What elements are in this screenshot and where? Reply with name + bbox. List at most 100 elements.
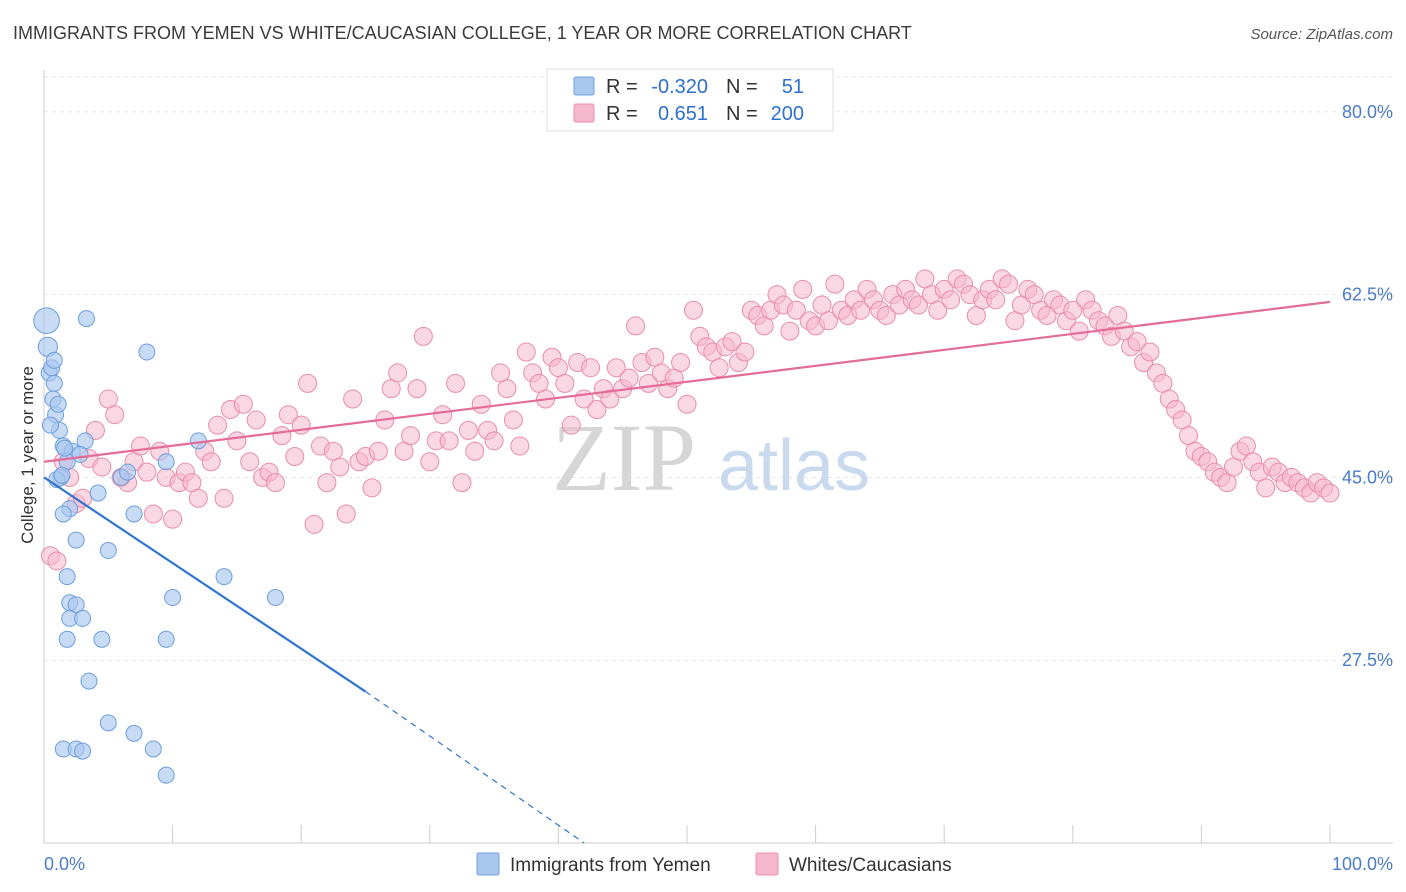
data-point-whites bbox=[1063, 300, 1083, 320]
stats-n-value-pink: 200 bbox=[771, 103, 804, 125]
stats-r-label-pink: R = bbox=[606, 103, 638, 125]
data-point-whites bbox=[105, 405, 125, 425]
stats-legend-box bbox=[546, 68, 834, 132]
data-point-whites bbox=[92, 457, 112, 477]
data-point-yemen bbox=[138, 343, 156, 361]
bottom-legend: Immigrants from Yemen Whites/Caucasians bbox=[476, 852, 952, 876]
chart-title: IMMIGRANTS FROM YEMEN VS WHITE/CAUCASIAN… bbox=[13, 23, 912, 43]
data-point-yemen bbox=[45, 374, 63, 392]
data-point-whites bbox=[265, 473, 285, 493]
data-point-whites bbox=[516, 342, 536, 362]
data-point-whites bbox=[503, 410, 523, 430]
bottom-legend-label-yemen: Immigrants from Yemen bbox=[510, 855, 711, 876]
data-point-whites bbox=[851, 300, 871, 320]
watermark-atlas: atlas bbox=[718, 426, 870, 506]
data-point-whites bbox=[497, 379, 517, 399]
data-point-whites bbox=[600, 389, 620, 409]
data-point-whites bbox=[561, 415, 581, 435]
data-point-whites bbox=[304, 514, 324, 534]
data-point-whites bbox=[446, 373, 466, 393]
data-point-whites bbox=[510, 436, 530, 456]
watermark: ZIP atlas bbox=[552, 404, 870, 511]
data-point-whites bbox=[786, 300, 806, 320]
x-tick-label-max: 100.0% bbox=[1332, 854, 1393, 874]
data-point-whites bbox=[471, 394, 491, 414]
data-point-whites bbox=[876, 305, 896, 325]
data-point-whites bbox=[163, 509, 183, 529]
data-point-whites bbox=[1140, 342, 1160, 362]
data-point-whites bbox=[233, 394, 253, 414]
stats-n-label-blue: N = bbox=[726, 76, 758, 98]
stats-n-label-pink: N = bbox=[726, 103, 758, 125]
data-point-yemen bbox=[215, 568, 233, 586]
data-point-whites bbox=[555, 373, 575, 393]
stats-legend-swatch-pink bbox=[573, 103, 595, 123]
data-point-whites bbox=[137, 462, 157, 482]
data-point-whites bbox=[452, 473, 472, 493]
data-point-whites bbox=[1069, 321, 1089, 341]
data-point-whites bbox=[336, 504, 356, 524]
data-point-whites bbox=[465, 441, 485, 461]
data-point-yemen bbox=[33, 307, 60, 335]
trend-line-whites bbox=[43, 300, 1331, 463]
data-point-whites bbox=[1127, 332, 1147, 352]
trend-line-yemen bbox=[43, 476, 367, 693]
data-point-whites bbox=[368, 441, 388, 461]
data-point-whites bbox=[818, 311, 838, 331]
data-point-whites bbox=[683, 300, 703, 320]
data-point-yemen bbox=[157, 766, 175, 784]
data-point-whites bbox=[581, 358, 601, 378]
data-point-whites bbox=[908, 295, 928, 315]
data-point-yemen bbox=[164, 589, 182, 607]
data-point-whites bbox=[709, 358, 729, 378]
data-point-yemen bbox=[41, 416, 59, 434]
bottom-legend-swatch-yemen bbox=[476, 852, 500, 876]
stats-r-value-blue: -0.320 bbox=[651, 76, 708, 98]
data-point-whites bbox=[388, 363, 408, 383]
y-tick-label: 80.0% bbox=[1342, 102, 1393, 122]
data-point-yemen bbox=[56, 439, 74, 457]
data-point-whites bbox=[458, 420, 478, 440]
data-point-whites bbox=[227, 431, 247, 451]
data-point-whites bbox=[1256, 478, 1276, 498]
data-point-whites bbox=[401, 426, 421, 446]
data-point-whites bbox=[626, 316, 646, 336]
data-point-yemen bbox=[67, 596, 85, 614]
bottom-legend-label-whites: Whites/Caucasians bbox=[789, 855, 952, 876]
data-point-yemen bbox=[125, 724, 143, 742]
trend-line-yemen-extension bbox=[365, 691, 585, 844]
data-point-whites bbox=[272, 426, 292, 446]
data-point-yemen bbox=[58, 630, 76, 648]
data-point-whites bbox=[298, 373, 318, 393]
data-point-yemen bbox=[74, 609, 92, 627]
data-point-whites bbox=[793, 279, 813, 299]
data-point-whites bbox=[343, 389, 363, 409]
data-point-yemen bbox=[71, 445, 89, 463]
x-tick-marks bbox=[43, 825, 1331, 843]
data-point-whites bbox=[201, 452, 221, 472]
data-point-yemen bbox=[67, 531, 85, 549]
data-point-whites bbox=[188, 488, 208, 508]
data-point-whites bbox=[677, 394, 697, 414]
data-point-whites bbox=[722, 332, 742, 352]
data-point-whites bbox=[735, 342, 755, 362]
data-point-yemen bbox=[119, 463, 137, 481]
data-point-yemen bbox=[89, 484, 107, 502]
trend-lines bbox=[43, 300, 1331, 844]
data-point-yemen bbox=[77, 310, 95, 328]
data-point-whites bbox=[1320, 483, 1340, 503]
data-point-whites bbox=[208, 415, 228, 435]
data-point-yemen bbox=[45, 351, 63, 369]
data-point-whites bbox=[439, 431, 459, 451]
y-axis-label: College, 1 year or more bbox=[18, 366, 37, 544]
data-point-yemen bbox=[74, 742, 92, 760]
data-point-whites bbox=[484, 431, 504, 451]
data-point-yemen bbox=[157, 630, 175, 648]
data-point-whites bbox=[825, 274, 845, 294]
stats-r-label-blue: R = bbox=[606, 76, 638, 98]
data-point-yemen bbox=[93, 630, 111, 648]
data-point-whites bbox=[986, 290, 1006, 310]
data-point-yemen bbox=[58, 568, 76, 586]
data-point-whites bbox=[619, 368, 639, 388]
y-tick-label: 27.5% bbox=[1342, 650, 1393, 670]
